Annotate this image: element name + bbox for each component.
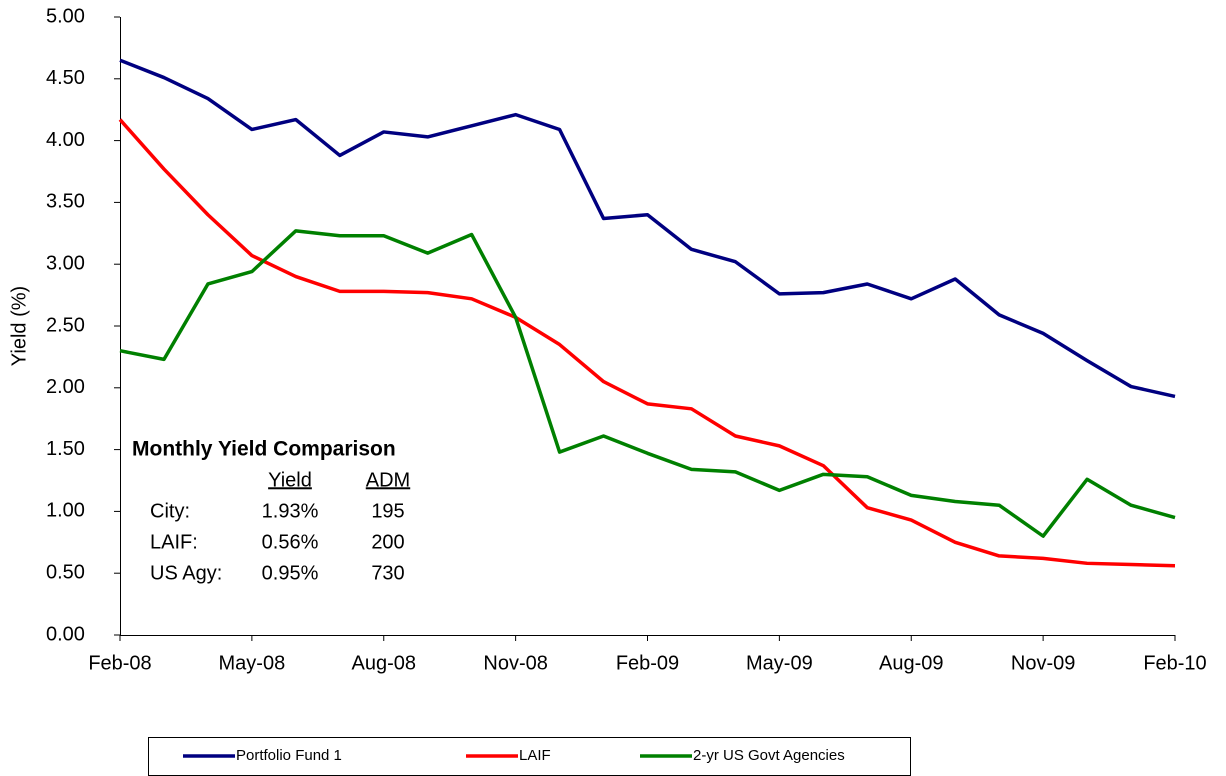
x-tick-label: Nov-09	[1011, 652, 1075, 674]
y-tick-label: 1.00	[46, 500, 85, 522]
x-tick-label: May-08	[219, 652, 286, 674]
note-cell: 0.95%	[262, 562, 319, 584]
note-cell: 730	[371, 562, 404, 584]
y-tick-label: 1.50	[46, 438, 85, 460]
x-tick-label: Feb-09	[616, 652, 679, 674]
y-axis-label: Yield (%)	[8, 286, 30, 366]
yield-comparison-note: Monthly Yield Comparison Yield ADM City: 1.…	[132, 438, 410, 585]
note-cell: 1.93%	[262, 500, 319, 522]
note-column-header: Yield	[268, 469, 312, 491]
y-tick-label: 5.00	[46, 5, 85, 27]
note-cell: 0.56%	[262, 531, 319, 553]
note-title: Monthly Yield Comparison	[132, 438, 396, 461]
x-tick-label: Aug-08	[352, 652, 417, 674]
legend-label: LAIF	[519, 747, 551, 764]
y-tick-label: 4.00	[46, 129, 85, 151]
y-tick-label: 4.50	[46, 67, 85, 89]
x-tick-label: Nov-08	[483, 652, 547, 674]
y-tick-label: 3.50	[46, 191, 85, 213]
x-tick-label: May-09	[746, 652, 813, 674]
series-line	[118, 118, 1176, 568]
series-line	[119, 58, 1176, 399]
note-cell: 195	[371, 500, 404, 522]
legend-label: 2-yr US Govt Agencies	[693, 747, 845, 764]
y-tick-label: 0.50	[46, 561, 85, 583]
note-column-header: ADM	[366, 469, 410, 491]
y-tick-label: 2.00	[46, 376, 85, 398]
legend-label: Portfolio Fund 1	[236, 747, 342, 764]
y-tick-label: 3.00	[46, 252, 85, 274]
y-tick-label: 2.50	[46, 314, 85, 336]
note-cell: 200	[371, 531, 404, 553]
note-row-label: LAIF:	[150, 531, 198, 553]
legend-box	[148, 737, 911, 776]
note-row-label: US Agy:	[150, 562, 222, 584]
x-tick-label: Aug-09	[879, 652, 944, 674]
x-tick-label: Feb-10	[1143, 652, 1206, 674]
y-tick-label: 0.00	[46, 623, 85, 645]
x-tick-label: Feb-08	[88, 652, 151, 674]
note-row-label: City:	[150, 500, 190, 522]
series-line	[119, 229, 1176, 538]
